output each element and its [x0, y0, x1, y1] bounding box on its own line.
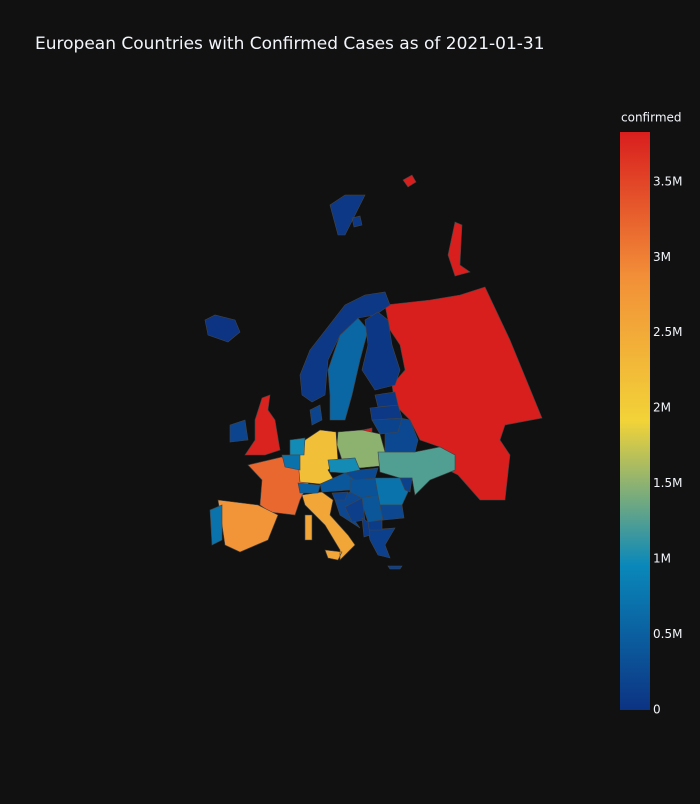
colorbar-fill	[620, 132, 650, 710]
country	[204, 314, 241, 343]
country	[399, 477, 413, 493]
country	[217, 499, 279, 553]
colorbar-tick-label: 0	[653, 703, 661, 717]
country	[309, 404, 323, 426]
chart-title: European Countries with Confirmed Cases …	[35, 34, 545, 54]
country	[344, 467, 379, 481]
colorbar-tick-label: 3.5M	[653, 174, 682, 188]
country	[289, 437, 306, 456]
country	[331, 491, 349, 501]
country	[367, 527, 403, 570]
colorbar-tick-label: 2M	[653, 401, 671, 415]
country	[361, 174, 543, 501]
map	[204, 174, 543, 570]
colorbar: 0 0.5M 1M 1.5M 2M 2.5M 3M 3.5M	[620, 132, 682, 717]
country	[297, 429, 339, 485]
country	[209, 504, 223, 546]
colorbar-tick-label: 1M	[653, 552, 671, 566]
country	[374, 391, 399, 408]
colorbar-tick-label: 0.5M	[653, 627, 682, 641]
colorbar-tick-label: 1.5M	[653, 476, 682, 490]
country	[377, 446, 456, 496]
colorbar-tick-label: 2.5M	[653, 325, 682, 339]
country	[281, 454, 301, 471]
country	[327, 317, 369, 421]
country	[369, 404, 403, 421]
country	[244, 394, 281, 456]
country	[301, 491, 356, 561]
country	[299, 194, 391, 403]
country	[229, 419, 249, 443]
country	[361, 517, 371, 538]
colorbar-title: confirmed	[621, 111, 682, 125]
country	[361, 311, 401, 391]
country	[297, 482, 321, 494]
colorbar-tick-label: 3M	[653, 250, 671, 264]
country	[367, 519, 383, 531]
country	[379, 504, 405, 521]
